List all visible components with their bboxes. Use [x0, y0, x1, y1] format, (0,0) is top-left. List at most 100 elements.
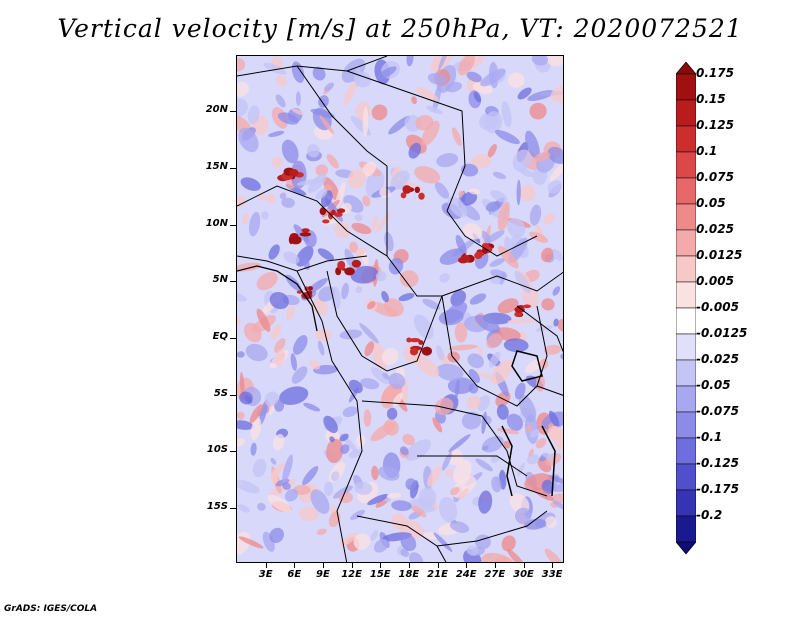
velocity-patch — [427, 72, 447, 86]
colorbar-label: 0.005 — [696, 274, 734, 288]
velocity-patch — [415, 87, 439, 102]
longitude-label: 15E — [369, 569, 391, 580]
velocity-patch — [447, 351, 460, 363]
velocity-patch — [360, 378, 380, 390]
velocity-patch — [515, 507, 532, 525]
velocity-patch — [425, 105, 444, 115]
colorbar-segment — [676, 359, 696, 387]
velocity-patch — [427, 465, 442, 487]
colorbar-label: -0.2 — [696, 508, 723, 522]
velocity-patch — [467, 353, 484, 369]
velocity-patch — [354, 213, 363, 222]
velocity-patch — [284, 488, 299, 502]
velocity-patch — [508, 72, 525, 88]
velocity-patch — [245, 343, 268, 362]
velocity-patch — [468, 188, 481, 195]
velocity-patch — [239, 391, 253, 405]
velocity-patch — [370, 422, 395, 442]
velocity-patch — [264, 391, 279, 407]
velocity-patch — [469, 293, 487, 305]
velocity-patch — [270, 457, 277, 465]
velocity-patch — [312, 66, 326, 81]
velocity-patch — [347, 168, 366, 189]
velocity-patch — [293, 335, 308, 355]
velocity-patch — [411, 96, 417, 105]
latitude-label: 20N — [205, 104, 228, 116]
velocity-patch — [340, 444, 350, 454]
velocity-patch — [275, 94, 286, 108]
velocity-patch — [448, 344, 478, 351]
velocity-patch — [450, 486, 460, 496]
updraft-spot — [344, 267, 355, 276]
updraft-spot — [514, 311, 522, 318]
velocity-patch — [497, 298, 519, 314]
velocity-patch — [386, 492, 402, 499]
velocity-patch — [518, 394, 537, 422]
velocity-patch — [237, 420, 254, 430]
velocity-patch — [359, 323, 379, 344]
velocity-patch — [475, 458, 493, 472]
velocity-patch — [541, 298, 555, 311]
velocity-patch — [451, 127, 462, 146]
longitude-label: 12E — [341, 569, 362, 580]
velocity-patch — [371, 104, 388, 121]
velocity-field — [237, 56, 563, 562]
longitude-tick — [552, 563, 554, 568]
velocity-patch — [553, 318, 559, 327]
velocity-patch — [371, 367, 391, 385]
velocity-patch — [237, 479, 260, 494]
velocity-patch — [269, 292, 289, 310]
velocity-patch — [371, 215, 379, 231]
velocity-patch — [486, 333, 503, 349]
velocity-patch — [531, 56, 549, 66]
velocity-patch — [237, 292, 247, 302]
coastline — [237, 265, 318, 332]
velocity-patch — [490, 189, 508, 203]
updraft-spot — [482, 243, 489, 248]
velocity-patch — [547, 180, 563, 194]
velocity-patch — [268, 130, 285, 137]
velocity-patch — [291, 366, 308, 384]
velocity-patch — [468, 368, 480, 384]
velocity-patch — [496, 404, 509, 420]
colorbar-segment — [676, 515, 696, 543]
longitude-tick — [380, 563, 382, 568]
latitude-label: 15S — [206, 500, 228, 512]
updraft-spot — [514, 306, 525, 313]
velocity-patch — [238, 127, 259, 153]
velocity-patch — [355, 247, 366, 257]
longitude-label: 9E — [316, 569, 330, 580]
velocity-patch — [290, 353, 297, 371]
velocity-patch — [480, 68, 506, 87]
velocity-patch — [272, 434, 285, 451]
latitude-label: EQ — [212, 331, 228, 342]
velocity-patch — [517, 87, 532, 100]
velocity-patch — [237, 351, 245, 358]
latitude-tick — [230, 168, 236, 170]
velocity-patch — [529, 231, 549, 243]
velocity-patch — [377, 66, 397, 80]
velocity-patch — [460, 191, 478, 206]
longitude-tick — [322, 563, 324, 568]
velocity-patch — [351, 222, 372, 235]
velocity-patch — [445, 468, 454, 477]
latitude-tick — [230, 224, 236, 226]
velocity-patch — [282, 482, 291, 490]
velocity-patch — [557, 318, 563, 332]
velocity-patch — [274, 338, 286, 353]
velocity-patch — [381, 290, 389, 303]
velocity-patch — [330, 471, 340, 482]
velocity-patch — [399, 446, 409, 456]
longitude-tick — [523, 563, 525, 568]
velocity-patch — [487, 143, 497, 158]
velocity-patch — [534, 151, 551, 162]
velocity-patch — [329, 436, 335, 443]
velocity-map — [236, 55, 564, 563]
velocity-patch — [263, 62, 287, 75]
velocity-patch — [503, 338, 529, 353]
velocity-patch — [552, 286, 561, 296]
longitude-tick — [351, 563, 353, 568]
velocity-patch — [501, 100, 512, 128]
velocity-patch — [326, 438, 344, 464]
velocity-patch — [269, 527, 285, 544]
